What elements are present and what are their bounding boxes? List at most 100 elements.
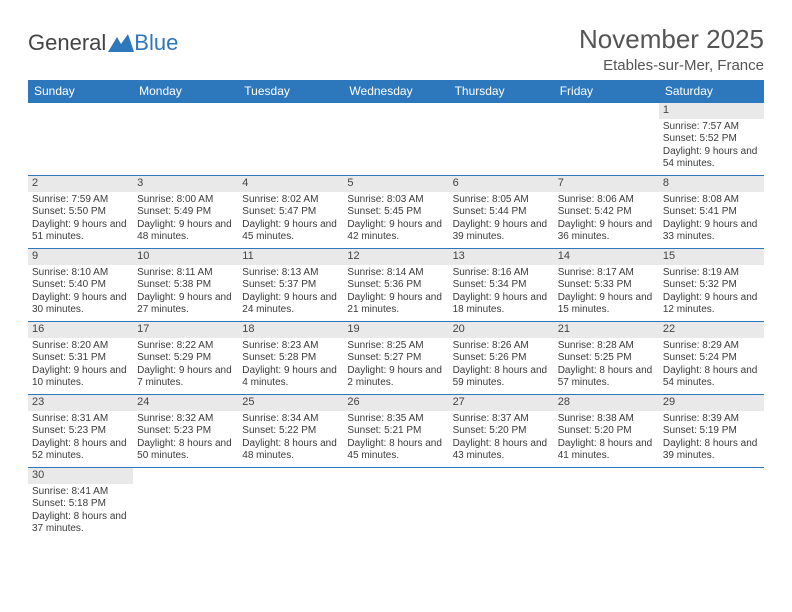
sunset-text: Sunset: 5:38 PM	[137, 279, 234, 292]
daylight-text: Daylight: 8 hours and 41 minutes.	[558, 438, 655, 463]
sunrise-text: Sunrise: 8:32 AM	[137, 413, 234, 426]
title-location: Etables-sur-Mer, France	[579, 57, 764, 74]
sunrise-text: Sunrise: 8:08 AM	[663, 194, 760, 207]
daylight-text: Daylight: 9 hours and 12 minutes.	[663, 292, 760, 317]
sunrise-text: Sunrise: 8:19 AM	[663, 267, 760, 280]
sunset-text: Sunset: 5:42 PM	[558, 206, 655, 219]
day-cell: 30Sunrise: 8:41 AMSunset: 5:18 PMDayligh…	[28, 468, 133, 540]
sunset-text: Sunset: 5:33 PM	[558, 279, 655, 292]
sunrise-text: Sunrise: 8:29 AM	[663, 340, 760, 353]
sunset-text: Sunset: 5:47 PM	[242, 206, 339, 219]
sunrise-text: Sunrise: 8:38 AM	[558, 413, 655, 426]
daylight-text: Daylight: 8 hours and 39 minutes.	[663, 438, 760, 463]
daylight-text: Daylight: 9 hours and 4 minutes.	[242, 365, 339, 390]
dow-header: Monday	[133, 80, 238, 103]
day-cell: 17Sunrise: 8:22 AMSunset: 5:29 PMDayligh…	[133, 322, 238, 394]
dow-header: Tuesday	[238, 80, 343, 103]
sunrise-text: Sunrise: 8:41 AM	[32, 486, 129, 499]
daylight-text: Daylight: 9 hours and 2 minutes.	[347, 365, 444, 390]
day-number: 30	[28, 468, 133, 484]
day-cell: 12Sunrise: 8:14 AMSunset: 5:36 PMDayligh…	[343, 249, 448, 321]
daylight-text: Daylight: 9 hours and 48 minutes.	[137, 219, 234, 244]
sunset-text: Sunset: 5:52 PM	[663, 133, 760, 146]
daylight-text: Daylight: 8 hours and 43 minutes.	[453, 438, 550, 463]
header: General Blue November 2025 Etables-sur-M…	[28, 24, 764, 74]
day-cell	[238, 468, 343, 540]
sunrise-text: Sunrise: 8:23 AM	[242, 340, 339, 353]
daylight-text: Daylight: 8 hours and 52 minutes.	[32, 438, 129, 463]
sunset-text: Sunset: 5:37 PM	[242, 279, 339, 292]
daylight-text: Daylight: 9 hours and 42 minutes.	[347, 219, 444, 244]
sunset-text: Sunset: 5:31 PM	[32, 352, 129, 365]
day-cell: 11Sunrise: 8:13 AMSunset: 5:37 PMDayligh…	[238, 249, 343, 321]
sunset-text: Sunset: 5:22 PM	[242, 425, 339, 438]
sunrise-text: Sunrise: 8:00 AM	[137, 194, 234, 207]
sunset-text: Sunset: 5:34 PM	[453, 279, 550, 292]
day-cell: 3Sunrise: 8:00 AMSunset: 5:49 PMDaylight…	[133, 176, 238, 248]
dow-header: Thursday	[449, 80, 554, 103]
sunrise-text: Sunrise: 8:22 AM	[137, 340, 234, 353]
day-cell: 27Sunrise: 8:37 AMSunset: 5:20 PMDayligh…	[449, 395, 554, 467]
daylight-text: Daylight: 9 hours and 54 minutes.	[663, 146, 760, 171]
daylight-text: Daylight: 9 hours and 21 minutes.	[347, 292, 444, 317]
day-number: 17	[133, 322, 238, 338]
day-cell: 28Sunrise: 8:38 AMSunset: 5:20 PMDayligh…	[554, 395, 659, 467]
day-number: 13	[449, 249, 554, 265]
daylight-text: Daylight: 9 hours and 18 minutes.	[453, 292, 550, 317]
daylight-text: Daylight: 9 hours and 39 minutes.	[453, 219, 550, 244]
day-number: 19	[343, 322, 448, 338]
sunrise-text: Sunrise: 8:02 AM	[242, 194, 339, 207]
sunset-text: Sunset: 5:40 PM	[32, 279, 129, 292]
day-cell	[449, 468, 554, 540]
day-cell	[343, 468, 448, 540]
day-cell: 8Sunrise: 8:08 AMSunset: 5:41 PMDaylight…	[659, 176, 764, 248]
sunset-text: Sunset: 5:45 PM	[347, 206, 444, 219]
day-cell: 10Sunrise: 8:11 AMSunset: 5:38 PMDayligh…	[133, 249, 238, 321]
daylight-text: Daylight: 8 hours and 45 minutes.	[347, 438, 444, 463]
day-cell: 18Sunrise: 8:23 AMSunset: 5:28 PMDayligh…	[238, 322, 343, 394]
daylight-text: Daylight: 8 hours and 54 minutes.	[663, 365, 760, 390]
calendar-row: 30Sunrise: 8:41 AMSunset: 5:18 PMDayligh…	[28, 468, 764, 540]
sunrise-text: Sunrise: 8:11 AM	[137, 267, 234, 280]
sunset-text: Sunset: 5:44 PM	[453, 206, 550, 219]
day-number: 18	[238, 322, 343, 338]
day-cell: 29Sunrise: 8:39 AMSunset: 5:19 PMDayligh…	[659, 395, 764, 467]
sunset-text: Sunset: 5:23 PM	[32, 425, 129, 438]
day-cell: 20Sunrise: 8:26 AMSunset: 5:26 PMDayligh…	[449, 322, 554, 394]
day-number: 27	[449, 395, 554, 411]
day-number: 9	[28, 249, 133, 265]
daylight-text: Daylight: 9 hours and 10 minutes.	[32, 365, 129, 390]
daylight-text: Daylight: 8 hours and 57 minutes.	[558, 365, 655, 390]
calendar-row: 2Sunrise: 7:59 AMSunset: 5:50 PMDaylight…	[28, 176, 764, 249]
day-cell	[28, 103, 133, 175]
sunrise-text: Sunrise: 8:34 AM	[242, 413, 339, 426]
daylight-text: Daylight: 9 hours and 51 minutes.	[32, 219, 129, 244]
sunrise-text: Sunrise: 8:05 AM	[453, 194, 550, 207]
day-number: 15	[659, 249, 764, 265]
daylight-text: Daylight: 8 hours and 48 minutes.	[242, 438, 339, 463]
sunrise-text: Sunrise: 8:20 AM	[32, 340, 129, 353]
day-cell: 7Sunrise: 8:06 AMSunset: 5:42 PMDaylight…	[554, 176, 659, 248]
sunrise-text: Sunrise: 8:26 AM	[453, 340, 550, 353]
sunrise-text: Sunrise: 8:17 AM	[558, 267, 655, 280]
calendar-row: 9Sunrise: 8:10 AMSunset: 5:40 PMDaylight…	[28, 249, 764, 322]
title-block: November 2025 Etables-sur-Mer, France	[579, 24, 764, 74]
day-number: 2	[28, 176, 133, 192]
day-number: 11	[238, 249, 343, 265]
day-cell: 9Sunrise: 8:10 AMSunset: 5:40 PMDaylight…	[28, 249, 133, 321]
brand-part1: General	[28, 30, 106, 56]
daylight-text: Daylight: 9 hours and 27 minutes.	[137, 292, 234, 317]
day-number: 4	[238, 176, 343, 192]
brand-part2: Blue	[134, 30, 178, 56]
day-number: 23	[28, 395, 133, 411]
day-cell: 13Sunrise: 8:16 AMSunset: 5:34 PMDayligh…	[449, 249, 554, 321]
sunrise-text: Sunrise: 8:39 AM	[663, 413, 760, 426]
day-number: 5	[343, 176, 448, 192]
calendar: Sunday Monday Tuesday Wednesday Thursday…	[28, 80, 764, 540]
day-cell: 26Sunrise: 8:35 AMSunset: 5:21 PMDayligh…	[343, 395, 448, 467]
day-number: 6	[449, 176, 554, 192]
day-number: 7	[554, 176, 659, 192]
day-cell: 4Sunrise: 8:02 AMSunset: 5:47 PMDaylight…	[238, 176, 343, 248]
daylight-text: Daylight: 9 hours and 15 minutes.	[558, 292, 655, 317]
daylight-text: Daylight: 8 hours and 50 minutes.	[137, 438, 234, 463]
